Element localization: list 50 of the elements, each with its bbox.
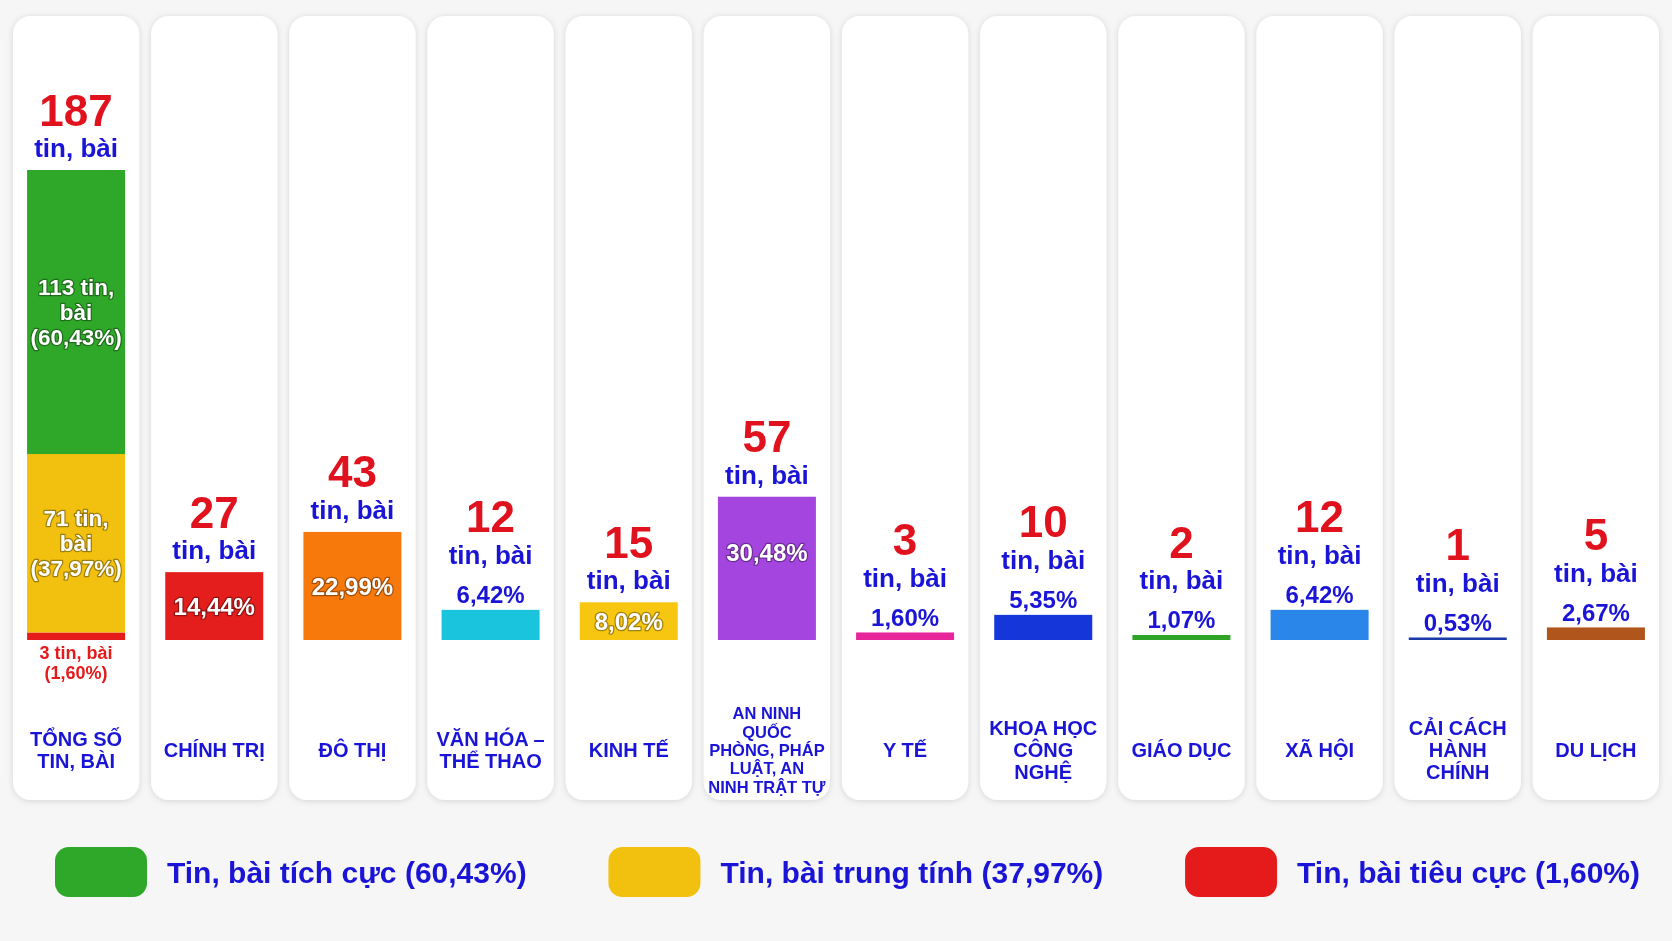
total-label: 1 tin, bài: [1415, 520, 1500, 598]
total-label: 3 tin, bài: [863, 515, 947, 593]
annotation: 14,44%: [173, 592, 255, 620]
annotation: 1,60%: [871, 603, 940, 631]
bar: [1546, 627, 1645, 640]
annotation: 1,07%: [1147, 605, 1216, 633]
bar: [1270, 609, 1369, 640]
annotation: 8,02%: [594, 607, 663, 635]
total-label: 43 tin, bài: [310, 447, 395, 525]
total-label: 2 tin, bài: [1139, 517, 1224, 596]
total-label: 57 tin, bài: [725, 412, 809, 490]
annotation: 6,42%: [1285, 580, 1354, 608]
bar: [1408, 637, 1507, 640]
annotation: 0,53%: [1423, 608, 1492, 636]
x-tick-label: CHÍNH TRỊ: [163, 739, 265, 761]
legend-label: Tin, bài tiêu cực (1,60%): [1297, 855, 1640, 889]
data-label: 71 tin, bài (37,97%): [30, 505, 122, 581]
total-label: 15 tin, bài: [586, 517, 671, 596]
data-label: 3 tin, bài (1,60%): [39, 643, 113, 684]
bar: [27, 632, 126, 640]
x-tick-label: VĂN HÓA – THỂ THAO: [436, 726, 545, 773]
data-label: 113 tin, bài (60,43%): [30, 274, 122, 350]
total-label: 10 tin, bài: [1001, 497, 1086, 575]
x-tick-label: AN NINH QUỐC PHÒNG, PHÁP LUẬT, AN NINH TRẬT TỰ: [708, 704, 826, 796]
x-tick-label: TỔNG SỐ TIN, BÀI: [29, 726, 123, 773]
x-tick-label: Y TẾ: [883, 739, 928, 761]
total-label: 12 tin, bài: [448, 492, 533, 570]
x-tick-label: CẢI CÁCH HÀNH CHÍNH: [1408, 716, 1507, 784]
annotation: 30,48%: [726, 538, 808, 566]
total-label: 5 tin, bài: [1554, 510, 1638, 588]
bar: [1132, 634, 1231, 640]
x-tick-label: DU LỊCH: [1555, 739, 1637, 761]
legend-label: Tin, bài tích cực (60,43%): [167, 855, 527, 889]
x-tick-label: KHOA HỌC CÔNG NGHỆ: [989, 716, 1098, 784]
bar: [441, 609, 540, 640]
bar: [994, 614, 1093, 640]
annotation: 22,99%: [311, 572, 394, 600]
x-tick-label: XÃ HỘI: [1285, 738, 1355, 761]
annotation: 5,35%: [1009, 585, 1078, 613]
annotation: 6,42%: [456, 580, 525, 608]
total-label: 187 tin, bài: [34, 85, 118, 163]
annotation: 2,67%: [1561, 598, 1630, 626]
total-label: 27 tin, bài: [172, 487, 257, 566]
bar: [856, 632, 955, 640]
x-tick-label: GIÁO DỤC: [1131, 739, 1232, 761]
x-tick-label: KINH TẾ: [588, 739, 669, 761]
legend-label: Tin, bài trung tính (37,97%): [720, 855, 1104, 889]
x-tick-label: ĐÔ THỊ: [318, 738, 387, 761]
total-label: 12 tin, bài: [1277, 492, 1362, 570]
bar: [717, 496, 816, 640]
